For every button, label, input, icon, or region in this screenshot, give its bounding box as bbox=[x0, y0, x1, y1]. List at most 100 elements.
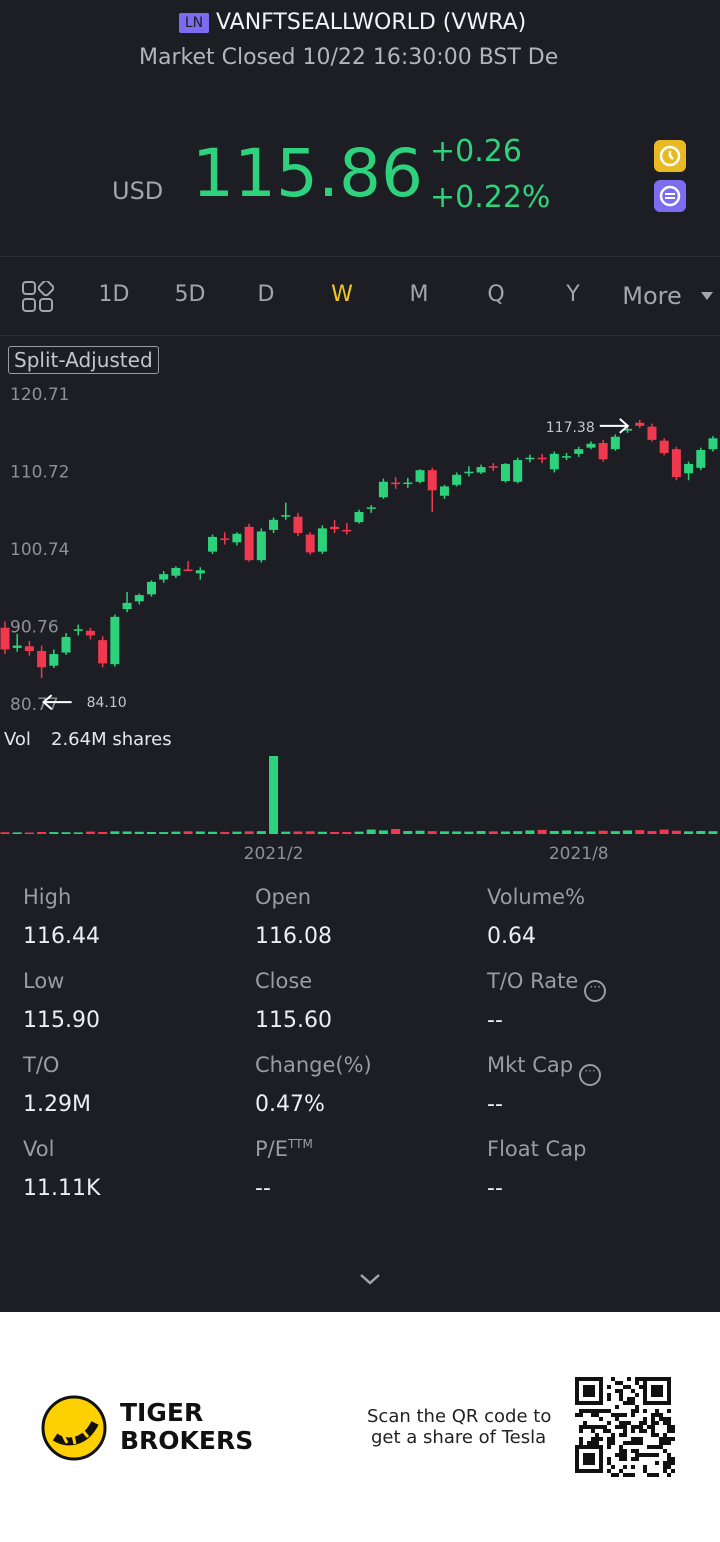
volume-bar bbox=[85, 831, 95, 834]
qr-cell bbox=[579, 1437, 583, 1441]
candle-body bbox=[256, 531, 266, 561]
period-tab[interactable]: D bbox=[257, 282, 275, 307]
period-tab[interactable]: More bbox=[622, 282, 682, 310]
period-tab[interactable]: Y bbox=[566, 282, 580, 307]
qr-cell bbox=[615, 1389, 619, 1393]
qr-cell bbox=[639, 1453, 643, 1457]
y-tick-label: 100.74 bbox=[10, 540, 69, 560]
history-icon[interactable] bbox=[654, 140, 686, 172]
stat-value: 115.60 bbox=[255, 1008, 332, 1033]
qr-cell bbox=[671, 1457, 675, 1461]
candle-body bbox=[500, 463, 510, 482]
qr-cell bbox=[627, 1441, 631, 1445]
qr-cell bbox=[599, 1425, 603, 1429]
market-status: Market Closed 10/22 16:30:00 BST De bbox=[139, 45, 559, 70]
qr-cell bbox=[639, 1441, 643, 1445]
stat-label: T/O Rate ··· bbox=[487, 969, 607, 1002]
qr-cell bbox=[579, 1441, 583, 1445]
compare-icon[interactable] bbox=[654, 180, 686, 212]
period-tab[interactable]: 5D bbox=[174, 282, 206, 307]
candle-body bbox=[598, 442, 608, 460]
brand-line-2: BROKERS bbox=[120, 1426, 254, 1455]
qr-cell bbox=[579, 1425, 583, 1429]
volume-bar bbox=[574, 831, 584, 834]
qr-cell bbox=[651, 1385, 663, 1397]
qr-cell bbox=[635, 1381, 639, 1385]
stat-label: High bbox=[23, 885, 71, 909]
candle-body bbox=[562, 456, 572, 458]
volume-bar bbox=[12, 832, 22, 834]
qr-cell bbox=[611, 1433, 615, 1437]
candle-body bbox=[85, 630, 95, 636]
candle-body bbox=[171, 567, 181, 576]
candle-body bbox=[586, 443, 596, 448]
info-icon[interactable]: ··· bbox=[584, 980, 607, 1002]
x-tick-label: 2021/2 bbox=[244, 844, 304, 864]
qr-cell bbox=[635, 1449, 639, 1453]
period-tab[interactable]: Q bbox=[487, 282, 505, 307]
volume-bar bbox=[415, 830, 425, 834]
qr-cell bbox=[635, 1437, 639, 1441]
layout-icon[interactable] bbox=[22, 281, 54, 313]
split-adjusted[interactable]: Split-Adjusted bbox=[8, 346, 159, 374]
volume-bar bbox=[537, 829, 547, 834]
qr-cell bbox=[659, 1417, 663, 1421]
qr-cell bbox=[595, 1437, 599, 1441]
info-icon[interactable]: ··· bbox=[579, 1064, 602, 1086]
qr-cell bbox=[615, 1405, 619, 1409]
volume-bar bbox=[659, 829, 669, 834]
y-tick-label: 120.71 bbox=[10, 385, 69, 405]
stat-label-text: Float Cap bbox=[487, 1137, 587, 1161]
qr-cell bbox=[635, 1393, 639, 1397]
top-panel bbox=[0, 0, 720, 255]
candle-body bbox=[244, 526, 254, 561]
qr-cell bbox=[619, 1469, 623, 1473]
qr-cell bbox=[671, 1429, 675, 1433]
volume-bar bbox=[122, 831, 132, 834]
candle-body bbox=[110, 616, 120, 665]
stat-label-text: High bbox=[23, 885, 72, 909]
period-tab[interactable]: 1D bbox=[98, 282, 130, 307]
qr-cell bbox=[607, 1437, 611, 1441]
candle-body bbox=[49, 654, 59, 666]
qr-cell bbox=[635, 1453, 639, 1457]
qr-cell bbox=[627, 1473, 631, 1477]
qr-cell bbox=[631, 1449, 635, 1453]
qr-cell bbox=[655, 1413, 659, 1417]
qr-cell bbox=[631, 1397, 635, 1401]
volume-bar bbox=[623, 830, 633, 834]
expand-chevron[interactable] bbox=[358, 1272, 382, 1286]
qr-cell bbox=[619, 1397, 623, 1401]
qr-cell bbox=[583, 1409, 587, 1413]
history-glyph bbox=[659, 145, 681, 167]
stat-label: Open bbox=[255, 885, 311, 909]
qr-cell bbox=[667, 1473, 671, 1477]
qr-cell bbox=[583, 1421, 587, 1425]
x-tick-label: 2021/8 bbox=[549, 844, 609, 864]
stat-label: Low bbox=[23, 969, 64, 993]
qr-cell bbox=[591, 1429, 595, 1433]
volume-bar bbox=[256, 831, 266, 834]
volume-bar bbox=[183, 831, 193, 834]
stat-label-text: Mkt Cap bbox=[487, 1053, 574, 1077]
candle-body bbox=[24, 646, 34, 651]
candle-body bbox=[134, 595, 144, 602]
period-tab[interactable]: M bbox=[409, 282, 429, 307]
volume-bar bbox=[24, 832, 34, 834]
qr-cell bbox=[599, 1409, 603, 1413]
candle-body bbox=[623, 429, 633, 431]
qr-cell bbox=[615, 1417, 619, 1421]
qr-cell bbox=[639, 1437, 643, 1441]
qr-cell bbox=[667, 1453, 671, 1457]
qr-cell bbox=[667, 1417, 671, 1421]
volume-bar bbox=[98, 831, 108, 834]
volume-bar bbox=[244, 831, 254, 834]
qr-cell bbox=[607, 1397, 611, 1401]
stat-label: T/O bbox=[23, 1053, 59, 1077]
volume-bar bbox=[0, 832, 10, 834]
candle-body bbox=[208, 536, 218, 552]
qr-cell bbox=[671, 1469, 675, 1473]
qr-cell bbox=[655, 1421, 659, 1425]
period-tab[interactable]: W bbox=[331, 282, 353, 307]
tab-bar bbox=[0, 256, 720, 336]
